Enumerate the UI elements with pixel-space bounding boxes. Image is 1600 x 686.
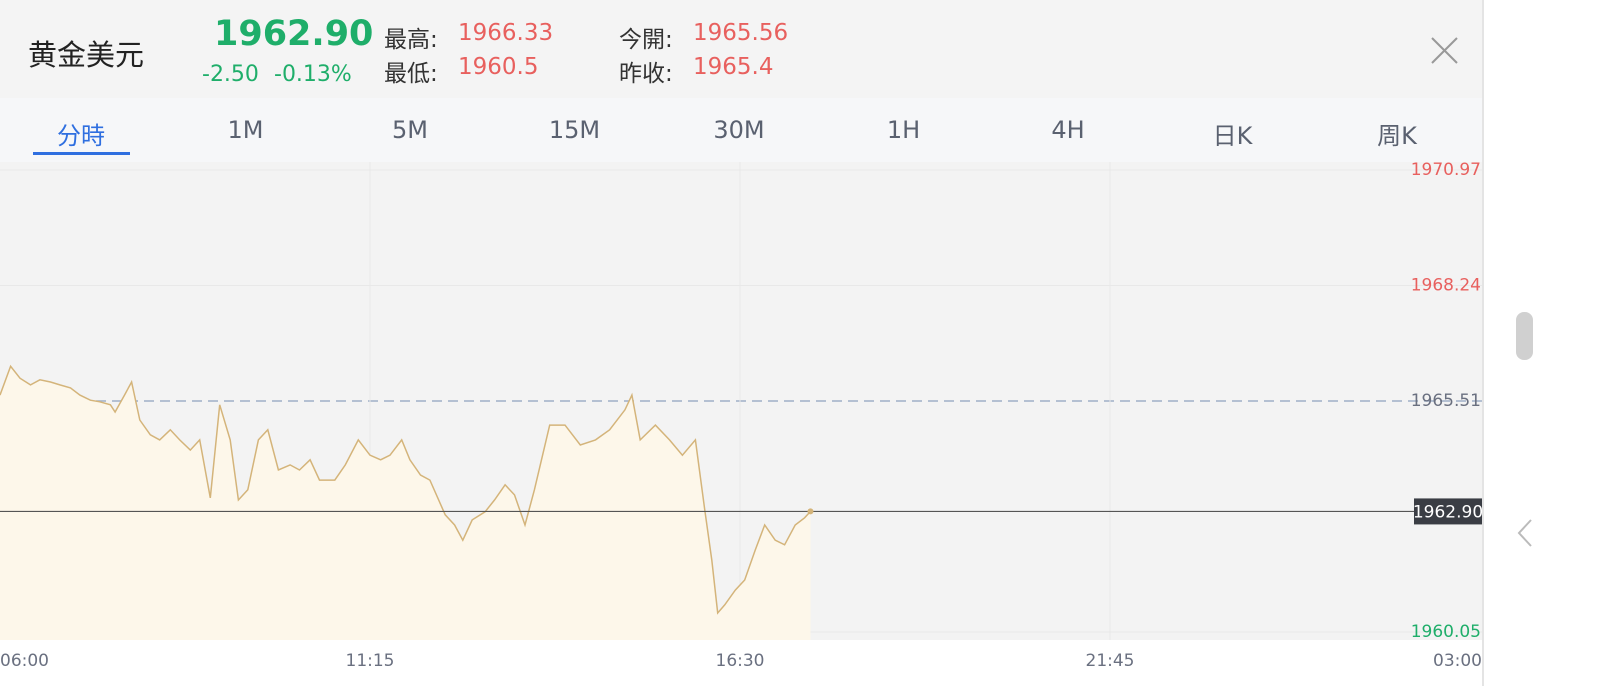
last-price-box	[1414, 498, 1482, 525]
change-pct: -0.13%	[274, 62, 352, 87]
y-tick-label: 1965.51	[1411, 391, 1481, 411]
divider	[1482, 0, 1484, 686]
x-tick-label: 16:30	[716, 651, 765, 671]
last-point	[807, 508, 814, 515]
period-tab[interactable]: 15M	[548, 116, 601, 144]
scroll-thumb[interactable]	[1516, 312, 1533, 360]
last-price-label: 1962.90	[1413, 502, 1483, 522]
x-tick-label: 03:00	[1433, 651, 1482, 671]
period-tab[interactable]: 分時	[57, 122, 105, 150]
symbol-title: 黄金美元	[28, 38, 145, 72]
stat-value: 1965.4	[693, 54, 774, 80]
quote-header: 黄金美元 1962.90 -2.50 -0.13% 最高: 1966.33 最低…	[0, 0, 1482, 98]
change: -2.50	[202, 62, 259, 87]
stat-label: 今開:	[619, 27, 673, 53]
period-tab[interactable]: 日K	[1212, 122, 1253, 150]
period-tab[interactable]: 5M	[392, 116, 428, 144]
period-tabs: 分時 1M 5M 15M 30M 1H 4H 日K 周K	[0, 98, 1482, 162]
stat-label: 昨收:	[619, 61, 673, 87]
y-tick-label: 1968.24	[1411, 276, 1481, 296]
stat-label: 最高:	[384, 27, 438, 53]
period-tab[interactable]: 周K	[1377, 122, 1417, 150]
area	[0, 366, 811, 640]
x-tick-label: 06:00	[0, 651, 49, 671]
tab-underline	[33, 152, 130, 155]
y-tick-label: 1960.05	[1411, 622, 1481, 642]
period-tab[interactable]: 1M	[227, 116, 264, 144]
stat-value: 1965.56	[693, 20, 789, 46]
collapse-arrow[interactable]	[1517, 519, 1532, 547]
x-tick-label: 21:45	[1086, 651, 1135, 671]
x-tick-label: 11:15	[346, 651, 395, 671]
price-line	[0, 364, 812, 615]
y-tick-label: 1970.97	[1411, 160, 1481, 180]
period-tab[interactable]: 1H	[886, 116, 921, 144]
stat-value: 1960.5	[458, 54, 539, 80]
stat-label: 最低:	[384, 61, 438, 87]
period-tab[interactable]: 30M	[713, 116, 765, 144]
close-button[interactable]	[1430, 36, 1460, 66]
price: 1962.90	[214, 14, 374, 54]
period-tab[interactable]: 4H	[1051, 116, 1085, 144]
stat-value: 1966.33	[458, 20, 554, 46]
